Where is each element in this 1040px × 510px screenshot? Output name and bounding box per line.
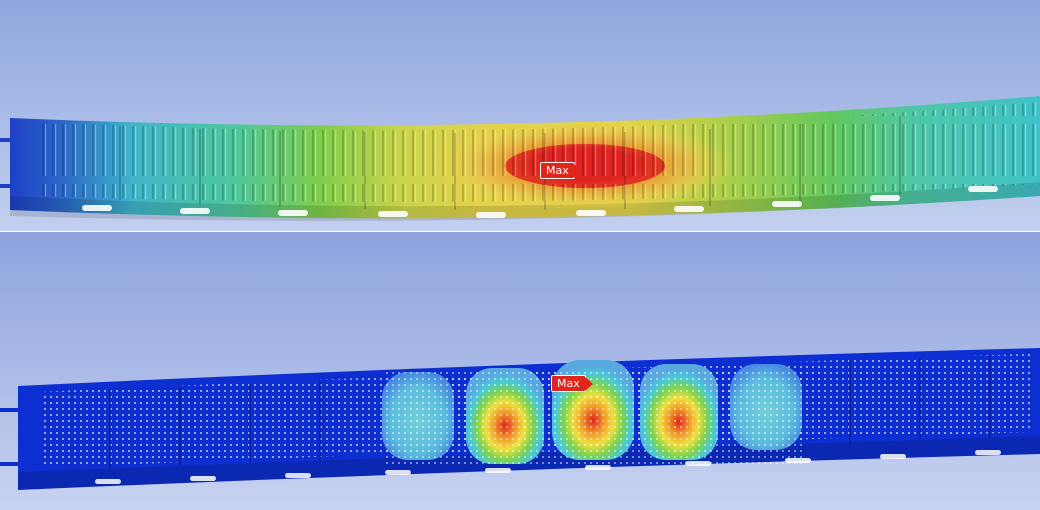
upper-model-canvas[interactable] [0,0,1040,232]
lower-max-pointer-icon [584,376,593,391]
lower-max-probe[interactable]: Max [551,375,593,392]
lower-bulge-group [382,360,802,464]
upper-max-probe[interactable]: Max [540,162,582,179]
upper-beam-flange [10,182,1040,221]
lower-max-label: Max [551,375,586,392]
lower-model-canvas[interactable] [0,232,1040,510]
upper-max-label: Max [540,162,575,179]
upper-result-viewport[interactable]: Max [0,0,1040,232]
upper-max-pointer-icon [573,163,582,178]
lower-result-viewport[interactable]: Max [0,232,1040,510]
